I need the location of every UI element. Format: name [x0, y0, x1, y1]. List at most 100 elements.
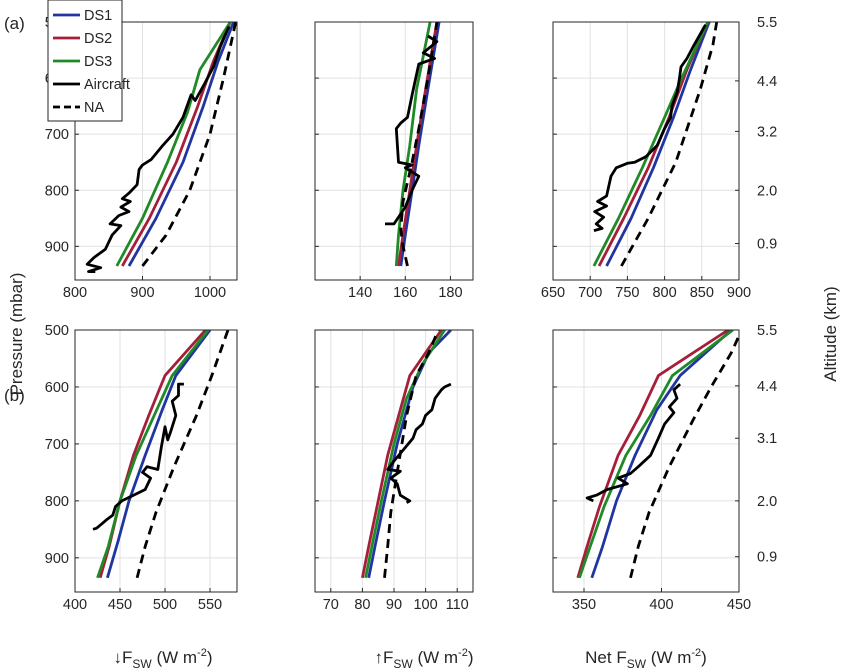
axes-frame [552, 329, 740, 593]
altitude-tick-label: 3.1 [757, 431, 777, 447]
axes-frame [314, 329, 474, 593]
series-ds2-line [576, 330, 729, 579]
plot-area [75, 330, 237, 592]
altitude-tick-label: 4.4 [757, 379, 777, 395]
altitude-tick-label: 2.0 [757, 494, 777, 510]
y-tick-label: 800 [45, 183, 69, 199]
series-aircraft-line [386, 382, 452, 504]
x-tick-label: 1000 [194, 285, 226, 301]
legend-entry-aircraft: Aircraft [53, 77, 130, 93]
series-ds3-line [578, 330, 734, 579]
series-ds1-line [605, 22, 711, 267]
series-na-line [620, 22, 719, 267]
series-ds2-line [361, 330, 443, 579]
series-ds2-line [397, 22, 439, 267]
y-tick-label: 600 [45, 380, 69, 396]
x-tick-label: 900 [727, 285, 751, 301]
legend-label: DS3 [84, 54, 112, 70]
x-tick-label: 750 [615, 285, 639, 301]
legend-label: Aircraft [84, 77, 130, 93]
y-tick-label: 800 [45, 494, 69, 510]
x-axis-labels: ↓FSW (W m-2) ↑FSW (W m-2) Net FSW (W m-2) [113, 647, 706, 669]
x-tick-label: 90 [386, 597, 402, 613]
x-axis-label-1: ↓FSW (W m-2) [113, 647, 212, 669]
x-tick-label: 900 [130, 285, 154, 301]
row-label-b: (b) [4, 386, 25, 405]
series-group [85, 22, 237, 273]
legend: DS1 DS2 DS3 Aircraft NA [47, 0, 130, 122]
altitude-tick-label: 5.5 [757, 15, 777, 31]
axes-frame [552, 21, 740, 281]
series-na-line [141, 22, 237, 267]
panels: 8009001000500600700800900140160180650700… [45, 15, 777, 613]
series-aircraft-line [92, 382, 184, 531]
y-tick-label: 900 [45, 239, 69, 255]
row-label-a: (a) [4, 14, 25, 33]
panel-a-up: 140 160 180 [314, 21, 474, 301]
y-tick-label: 700 [45, 437, 69, 453]
series-aircraft-line [593, 24, 707, 232]
series-na-line [399, 22, 439, 267]
series-group [385, 22, 441, 267]
legend-label: DS1 [84, 8, 112, 24]
series-group [592, 22, 719, 267]
series-na-line [383, 330, 440, 578]
legend-entry-ds1: DS1 [53, 8, 112, 24]
x-tick-label: 500 [153, 597, 177, 613]
legend-entry-ds3: DS3 [53, 54, 112, 70]
series-na-line [629, 335, 739, 579]
series-ds1-line [127, 22, 235, 267]
panel-b-up: 70 80 90 100 110 [314, 329, 474, 613]
x-tick-label: 110 [446, 597, 469, 613]
legend-label: NA [84, 100, 104, 116]
panel-a-down: 8009001000500600700800900 [45, 15, 238, 301]
x-tick-label: 100 [413, 597, 437, 613]
series-aircraft-line [85, 25, 231, 273]
panel-b-down: 400 450 500 550 500 600 700 800 900 [45, 323, 238, 613]
legend-entry-na: NA [53, 100, 104, 116]
altitude-tick-label: 0.9 [757, 237, 777, 253]
altitude-tick-label: 5.5 [757, 323, 777, 339]
x-tick-label: 400 [63, 597, 87, 613]
x-tick-label: 850 [690, 285, 714, 301]
series-ds3-line [96, 330, 210, 579]
altitude-tick-label: 3.2 [757, 124, 777, 140]
x-tick-label: 180 [438, 285, 462, 301]
y-tick-label: 500 [45, 323, 69, 339]
x-tick-label: 550 [198, 597, 222, 613]
legend-entry-ds2: DS2 [53, 31, 112, 47]
y-tick-label: 900 [45, 551, 69, 567]
series-ds3-line [592, 22, 710, 267]
series-ds3-line [115, 22, 232, 267]
axes-frame [74, 329, 238, 593]
x-tick-label: 800 [63, 285, 87, 301]
pressure-axis-label: Pressure (mbar) [7, 273, 26, 396]
x-tick-label: 350 [572, 597, 596, 613]
series-group [576, 330, 739, 579]
legend-label: DS2 [84, 31, 112, 47]
series-ds1-line [590, 330, 733, 579]
x-axis-label-2: ↑FSW (W m-2) [374, 647, 473, 669]
altitude-tick-label: 2.0 [757, 183, 777, 199]
x-tick-label: 70 [323, 597, 339, 613]
axes-frame [74, 21, 238, 281]
x-tick-label: 80 [354, 597, 370, 613]
series-ds1-line [399, 22, 441, 267]
x-tick-label: 650 [541, 285, 565, 301]
panel-b-net: 350 400 450 5.5 4.4 3.1 2.0 0.9 [552, 323, 777, 613]
x-tick-label: 450 [108, 597, 132, 613]
panel-a-net: 650 700 750 800 850 900 5.5 4.4 3.2 2.0 0.9 [541, 15, 777, 301]
plot-area [315, 22, 473, 280]
x-axis-label-3: Net FSW (W m-2) [585, 647, 707, 669]
series-group [361, 330, 452, 579]
altitude-axis-label: Altitude (km) [821, 286, 840, 381]
altitude-tick-label: 0.9 [757, 550, 777, 566]
series-aircraft-line [585, 383, 682, 503]
axes-frame [314, 21, 474, 281]
x-tick-label: 700 [578, 285, 602, 301]
x-tick-label: 450 [727, 597, 751, 613]
y-tick-label: 700 [45, 127, 69, 143]
series-na-line [135, 330, 230, 579]
x-tick-label: 140 [348, 285, 372, 301]
